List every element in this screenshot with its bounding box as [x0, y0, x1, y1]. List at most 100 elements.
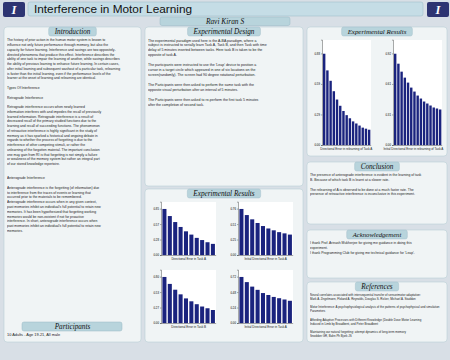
bar [326, 70, 328, 145]
section-label: Experimental Results [342, 27, 413, 36]
y-tick-label: 0.92 [385, 52, 391, 56]
bar [211, 310, 215, 323]
bar [433, 108, 435, 146]
bar [195, 238, 199, 255]
y-tick: 0.25 [230, 238, 238, 242]
bar [162, 277, 166, 323]
bar [250, 287, 254, 324]
y-tick-mark [237, 308, 238, 309]
bar [288, 235, 292, 256]
bar [362, 128, 364, 146]
bar [205, 242, 209, 255]
panel [307, 230, 447, 278]
section-heading: Experimental Design [193, 28, 255, 36]
y-axis-line [392, 40, 394, 145]
bar [162, 209, 166, 255]
bar [355, 123, 357, 145]
bars [394, 54, 441, 146]
panel [307, 27, 447, 156]
bars [239, 277, 292, 323]
y-tick: 0.59 [314, 82, 322, 86]
y-tick: 0.51 [230, 222, 238, 226]
section-label-box [187, 189, 260, 198]
bar [288, 301, 292, 324]
bar [277, 232, 281, 255]
y-tick: 0.00 [230, 253, 238, 257]
y-tick-mark [237, 224, 238, 225]
y-tick-mark [160, 255, 161, 256]
y-tick-mark [237, 209, 238, 210]
y-tick-label: 0.28 [153, 238, 159, 242]
y-tick: 0.00 [230, 321, 238, 325]
bar [189, 235, 193, 256]
y-axis: 0.000.270.530.80 [153, 270, 161, 325]
bar [423, 102, 425, 146]
section-label-box [342, 27, 413, 36]
section-label: Experimental Results [187, 189, 260, 198]
y-tick-label: 0.72 [230, 275, 236, 279]
x-axis-line [162, 323, 217, 324]
y-tick-mark [160, 277, 161, 278]
x-axis-label: Initial Directional Error in Task A [245, 257, 287, 261]
section-heading: Experimental Results [192, 190, 254, 198]
section-body: The history of prior action in the human… [7, 38, 138, 233]
bar [420, 99, 422, 146]
bar-chart: 0.000.270.530.80Directional Error in Tas… [153, 270, 216, 329]
y-tick: 0.29 [314, 113, 322, 117]
section-heading: Experimental Results [347, 28, 407, 35]
bar [250, 219, 254, 255]
section-body: 10 Adults - Age 19-21, All male [7, 333, 138, 338]
bar [266, 295, 270, 323]
y-tick-mark [237, 323, 238, 324]
bar [277, 298, 281, 323]
y-tick-label: 0.27 [153, 306, 159, 310]
x-axis-line [239, 255, 294, 256]
y-tick-label: 0.25 [230, 238, 236, 242]
plot-background [238, 270, 293, 323]
y-tick: 0.80 [153, 275, 161, 279]
y-tick-mark [160, 292, 161, 293]
bar [365, 129, 367, 146]
bar [282, 233, 286, 255]
section-label: Experimental Design [188, 27, 261, 36]
plot-background [393, 40, 442, 145]
y-tick-mark [160, 240, 161, 241]
bar [329, 81, 331, 146]
y-axis: 0.000.250.510.76 [230, 202, 238, 257]
y-tick: 0.88 [314, 52, 322, 56]
section-body-group: The presence of anterograde interference… [310, 173, 444, 222]
section-body: The experimental paradigm used here is t… [148, 38, 300, 107]
x-axis-line [162, 255, 217, 256]
bar [261, 293, 265, 323]
y-tick-mark [321, 145, 322, 146]
y-tick-label: 0.80 [153, 275, 159, 279]
bar-chart: 0.000.290.590.88Directional Error in rel… [314, 40, 372, 151]
bar [211, 244, 215, 255]
y-tick-mark [237, 240, 238, 241]
bar [200, 307, 204, 324]
bars [323, 54, 370, 146]
bar [439, 109, 441, 145]
y-tick-label: 0.51 [230, 222, 236, 226]
bar-chart: 0.000.250.510.76Initial Directional Erro… [230, 202, 293, 261]
section-heading: Participants [54, 323, 91, 331]
section-label: Introduction [49, 27, 97, 36]
logo-text: I [435, 3, 442, 17]
plot-background [238, 202, 293, 255]
section-label-box [22, 322, 122, 331]
section-body-frame: Neural correlates associated with inters… [310, 293, 444, 340]
bar [272, 297, 276, 323]
section-body: Neural correlates associated with inters… [310, 293, 444, 338]
x-axis [323, 145, 372, 146]
poster: Interference in Motor LearningIIRavi Kir… [0, 0, 450, 360]
author-box [160, 17, 290, 26]
bars [162, 209, 215, 255]
bar [426, 104, 428, 146]
bar [397, 64, 399, 146]
bar [168, 284, 172, 323]
y-tick-mark [392, 114, 393, 115]
y-tick-mark [392, 145, 393, 146]
plot-background [161, 202, 216, 255]
y-tick-mark [237, 277, 238, 278]
bar [272, 230, 276, 255]
